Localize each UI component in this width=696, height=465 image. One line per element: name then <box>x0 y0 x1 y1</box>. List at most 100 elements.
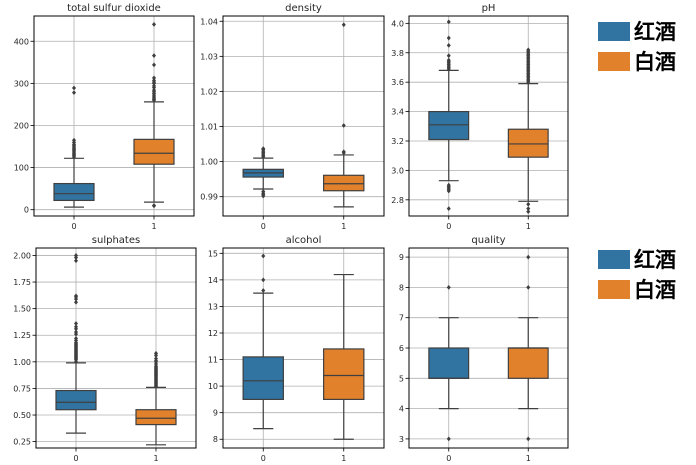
legend-entry-red-wine: 红酒 <box>598 16 696 46</box>
box-1 <box>507 128 549 158</box>
outlier-point <box>446 43 451 48</box>
outlier-point <box>74 258 78 264</box>
y-tick-label: 3 <box>399 435 404 444</box>
chart-title: alcohol <box>286 235 322 246</box>
legend-label-white-wine: 白酒 <box>634 278 676 302</box>
outlier-point <box>526 209 531 214</box>
chart-panel-0: 0 100 200 300 400 0 1 total sulfur dioxide <box>14 3 195 231</box>
x-tick-label: 0 <box>71 222 76 231</box>
box-0 <box>428 110 470 141</box>
legend-label-white-wine: 白酒 <box>634 50 676 74</box>
box-1 <box>133 138 175 165</box>
outlier-point <box>154 350 158 356</box>
axes-frame <box>408 15 569 217</box>
y-tick-label: 7 <box>399 314 404 323</box>
axes-frame <box>35 247 197 449</box>
y-tick-label: 15 <box>208 249 218 258</box>
y-tick-label: 0.99 <box>200 193 218 202</box>
outlier-point <box>526 436 531 442</box>
outlier-point <box>446 19 451 25</box>
legend-entry-red-wine: 红酒 <box>598 244 696 274</box>
legend-swatch-red-wine <box>598 21 630 41</box>
outlier-point <box>152 75 156 81</box>
outlier-point <box>261 193 266 199</box>
y-tick-label: 3.0 <box>391 166 404 175</box>
y-tick-label: 1.03 <box>200 52 218 61</box>
outlier-point <box>526 254 531 260</box>
outlier-point <box>72 137 76 143</box>
x-tick-label: 0 <box>446 454 451 463</box>
y-tick-label: 1.75 <box>13 278 31 287</box>
outlier-point <box>341 149 346 155</box>
x-tick-label: 0 <box>446 222 451 231</box>
y-tick-label: 1.00 <box>200 158 218 167</box>
chart-title: sulphates <box>92 235 140 246</box>
outlier-point <box>261 277 266 283</box>
y-tick-label: 9 <box>213 409 218 418</box>
chart-title: total sulfur dioxide <box>67 3 161 14</box>
y-tick-label: 4.0 <box>391 19 404 28</box>
chart-title: pH <box>482 3 496 14</box>
y-tick-label: 2.8 <box>391 196 404 205</box>
y-tick-label: 6 <box>399 344 404 353</box>
chart-panel-3: 0.25 0.50 0.75 1.00 1.25 1.50 1.75 2.00 0 1 sulpha… <box>13 235 197 463</box>
outlier-point <box>74 324 78 330</box>
y-tick-label: 10 <box>208 382 218 391</box>
outlier-point <box>152 22 156 27</box>
chart-panel-4: 8 9 10 11 12 13 14 15 0 1 alcohol <box>208 235 385 463</box>
outlier-point <box>72 85 76 91</box>
outlier-point <box>261 253 266 259</box>
outlier-point <box>74 321 78 326</box>
y-tick-label: 14 <box>208 276 218 285</box>
y-tick-label: 3.4 <box>391 108 404 117</box>
outlier-point <box>526 284 531 290</box>
y-tick-label: 8 <box>213 435 218 444</box>
outlier-point <box>446 206 451 212</box>
box-1 <box>323 174 365 192</box>
outlier-point <box>526 201 531 207</box>
outlier-point <box>74 253 78 258</box>
chart-title: density <box>285 3 322 14</box>
axes-frame <box>33 15 195 217</box>
y-tick-label: 8 <box>399 283 404 292</box>
outlier-point <box>261 288 266 293</box>
y-tick-label: 1.00 <box>13 358 31 367</box>
y-tick-label: 13 <box>208 302 218 311</box>
y-tick-label: 0.50 <box>13 411 31 420</box>
legend-entry-white-wine: 白酒 <box>598 274 696 304</box>
box-1 <box>135 409 177 426</box>
x-tick-label: 1 <box>341 222 346 231</box>
y-tick-label: 1.04 <box>200 17 218 26</box>
outlier-point <box>74 329 78 335</box>
y-tick-label: 0.75 <box>13 384 31 393</box>
x-tick-label: 1 <box>526 454 531 463</box>
axes-frame <box>222 15 385 217</box>
y-tick-label: 3.8 <box>391 49 404 58</box>
outlier-point <box>341 123 346 128</box>
legend-label-red-wine: 红酒 <box>634 248 676 272</box>
outlier-point <box>152 83 156 89</box>
y-tick-label: 100 <box>14 164 29 173</box>
legend-swatch-white-wine <box>598 279 630 299</box>
outlier-point <box>152 203 156 209</box>
outlier-point <box>526 47 531 53</box>
y-tick-label: 1.02 <box>200 87 218 96</box>
y-tick-label: 0 <box>24 206 29 215</box>
x-tick-label: 0 <box>261 222 266 231</box>
outlier-point <box>446 35 451 41</box>
legend-top: 红酒 白酒 <box>598 16 696 76</box>
box-0 <box>53 182 95 202</box>
outlier-point <box>152 53 156 58</box>
outlier-point <box>446 53 451 59</box>
outlier-point <box>261 146 266 152</box>
y-tick-label: 3.2 <box>391 137 404 146</box>
y-tick-label: 1.25 <box>13 331 31 340</box>
box-0 <box>242 356 284 400</box>
outlier-point <box>446 57 451 63</box>
y-tick-label: 3.6 <box>391 78 404 87</box>
y-tick-label: 5 <box>399 374 404 383</box>
legend-swatch-red-wine <box>598 249 630 269</box>
x-tick-label: 1 <box>341 454 346 463</box>
box-0 <box>55 389 97 411</box>
y-tick-label: 9 <box>399 253 404 262</box>
